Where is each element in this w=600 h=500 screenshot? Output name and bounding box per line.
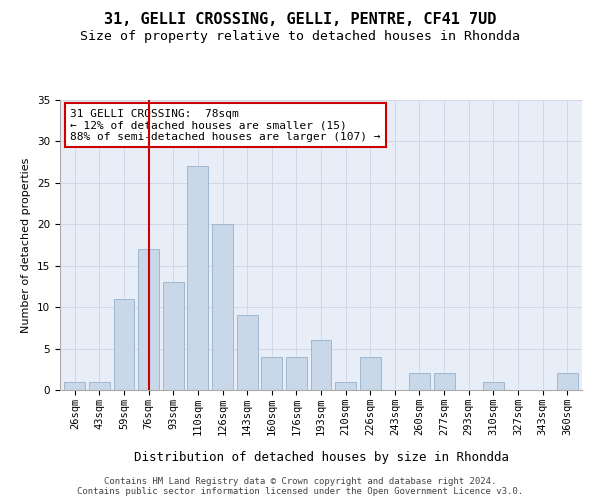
Bar — [286, 357, 307, 390]
Text: Contains HM Land Registry data © Crown copyright and database right 2024.
Contai: Contains HM Land Registry data © Crown c… — [77, 476, 523, 496]
Bar — [64, 382, 85, 390]
Bar — [113, 299, 134, 390]
Bar — [409, 374, 430, 390]
Text: Distribution of detached houses by size in Rhondda: Distribution of detached houses by size … — [133, 451, 509, 464]
Bar — [335, 382, 356, 390]
Y-axis label: Number of detached properties: Number of detached properties — [22, 158, 31, 332]
Text: 31, GELLI CROSSING, GELLI, PENTRE, CF41 7UD: 31, GELLI CROSSING, GELLI, PENTRE, CF41 … — [104, 12, 496, 28]
Text: Size of property relative to detached houses in Rhondda: Size of property relative to detached ho… — [80, 30, 520, 43]
Bar — [434, 374, 455, 390]
Bar — [311, 340, 331, 390]
Text: 31 GELLI CROSSING:  78sqm
← 12% of detached houses are smaller (15)
88% of semi-: 31 GELLI CROSSING: 78sqm ← 12% of detach… — [70, 108, 381, 142]
Bar — [163, 282, 184, 390]
Bar — [261, 357, 282, 390]
Bar — [187, 166, 208, 390]
Bar — [89, 382, 110, 390]
Bar — [360, 357, 381, 390]
Bar — [236, 316, 257, 390]
Bar — [557, 374, 578, 390]
Bar — [212, 224, 233, 390]
Bar — [138, 249, 159, 390]
Bar — [483, 382, 504, 390]
